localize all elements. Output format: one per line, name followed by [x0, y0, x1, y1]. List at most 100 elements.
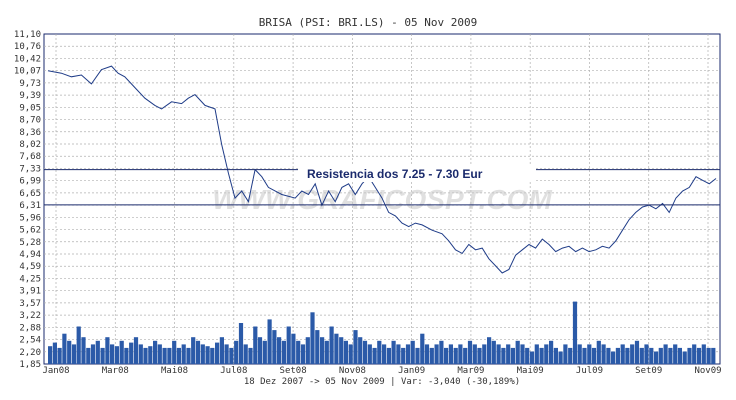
y-tick-label: 10,76	[14, 42, 41, 52]
volume-bar	[210, 347, 215, 364]
volume-bar	[71, 344, 77, 364]
volume-bar	[334, 333, 339, 364]
volume-bar	[591, 347, 597, 364]
y-tick-label: 3,57	[19, 299, 41, 309]
volume-bar	[401, 347, 406, 364]
volume-bar	[620, 344, 625, 364]
volume-bar	[377, 340, 382, 364]
volume-bar	[382, 344, 387, 364]
volume-bar	[391, 340, 396, 364]
volume-bar	[62, 333, 67, 364]
volume-bar	[625, 347, 630, 364]
volume-bar	[444, 347, 449, 364]
volume-bar	[315, 330, 320, 364]
y-tick-label: 3,91	[19, 287, 41, 297]
volume-bar	[133, 337, 139, 364]
y-tick-label: 2,20	[19, 348, 41, 358]
volume-bar	[615, 347, 620, 364]
volume-bar	[238, 323, 244, 364]
volume-bar	[525, 347, 530, 364]
volume-bar	[157, 344, 162, 364]
volume-bar	[606, 347, 611, 364]
volume-bar	[110, 344, 115, 364]
x-tick-label: Mar09	[457, 366, 484, 376]
volume-bar	[467, 340, 473, 364]
volume-bar	[644, 344, 649, 364]
volume-bar	[277, 337, 282, 364]
y-tick-label: 9,39	[19, 91, 41, 101]
y-tick-label: 6,99	[19, 177, 41, 187]
volume-bar	[630, 344, 635, 364]
volume-bar	[296, 340, 301, 364]
y-tick-label: 2,88	[19, 323, 41, 333]
volume-bar	[262, 340, 267, 364]
x-tick-label: Jan08	[42, 366, 69, 376]
volume-bar	[415, 347, 420, 364]
y-tick-label: 10,07	[14, 67, 41, 77]
x-tick-label: Nov09	[694, 366, 721, 376]
y-tick-label: 7,33	[19, 164, 41, 174]
volume-bar	[396, 344, 401, 364]
volume-bar	[148, 346, 153, 364]
volume-bar	[658, 347, 663, 364]
volume-bar	[654, 351, 659, 364]
volume-bar	[76, 326, 81, 364]
volume-bar	[257, 337, 263, 364]
volume-bar	[510, 347, 515, 364]
volume-bar	[491, 340, 496, 364]
volume-bar	[477, 347, 482, 364]
volume-bar	[119, 340, 124, 364]
volume-bar	[544, 344, 549, 364]
volume-bar	[405, 344, 411, 364]
volume-bar	[568, 347, 573, 364]
y-tick-label: 6,31	[19, 201, 41, 211]
y-tick-label: 8,36	[19, 128, 41, 138]
x-tick-label: Mai09	[517, 366, 544, 376]
volume-bar	[553, 347, 558, 364]
volume-bar	[281, 340, 286, 364]
volume-bar	[596, 340, 601, 364]
volume-bar	[305, 337, 310, 364]
volume-bar	[501, 347, 506, 364]
volume-bar	[663, 344, 668, 364]
y-tick-label: 9,05	[19, 103, 41, 113]
x-tick-label: Jul08	[220, 366, 247, 376]
y-tick-label: 4,59	[19, 262, 41, 272]
y-tick-label: 5,96	[19, 213, 41, 223]
volume-bar	[162, 347, 167, 364]
volume-bar	[172, 340, 177, 364]
volume-bar	[286, 326, 291, 364]
volume-bar	[420, 333, 425, 364]
volume-bar	[582, 347, 587, 364]
volume-bar	[706, 347, 711, 364]
y-tick-label: 8,70	[19, 116, 41, 126]
volume-bar	[534, 344, 539, 364]
volume-bar	[487, 337, 492, 364]
volume-bar	[367, 344, 372, 364]
volume-bar	[215, 342, 220, 364]
volume-bar	[563, 344, 568, 364]
volume-bar	[701, 344, 706, 364]
volume-bar	[195, 340, 201, 364]
chart-footer: 18 Dez 2007 -> 05 Nov 2009 | Var: -3,040…	[244, 377, 520, 387]
y-tick-label: 5,62	[19, 226, 41, 236]
volume-bar	[386, 347, 391, 364]
volume-bar	[52, 342, 57, 364]
volume-bar	[100, 347, 105, 364]
volume-bar	[668, 347, 673, 364]
y-tick-label: 5,28	[19, 238, 41, 248]
volume-bar	[424, 344, 430, 364]
volume-bar	[186, 347, 191, 364]
y-tick-label: 1,85	[19, 360, 41, 370]
x-tick-label: Mai08	[161, 366, 188, 376]
volume-bar	[205, 346, 210, 364]
y-axis-labels: 11,10 10,76 10,42 10,07 9,73 9,39 9,05 8,70 8,36…	[14, 30, 41, 370]
y-tick-label: 3,22	[19, 311, 41, 321]
volume-bars	[48, 301, 716, 364]
volume-bar	[224, 344, 229, 364]
volume-bar	[329, 326, 334, 364]
volume-bar	[472, 344, 477, 364]
volume-bar	[353, 330, 358, 364]
volume-bar	[677, 347, 682, 364]
